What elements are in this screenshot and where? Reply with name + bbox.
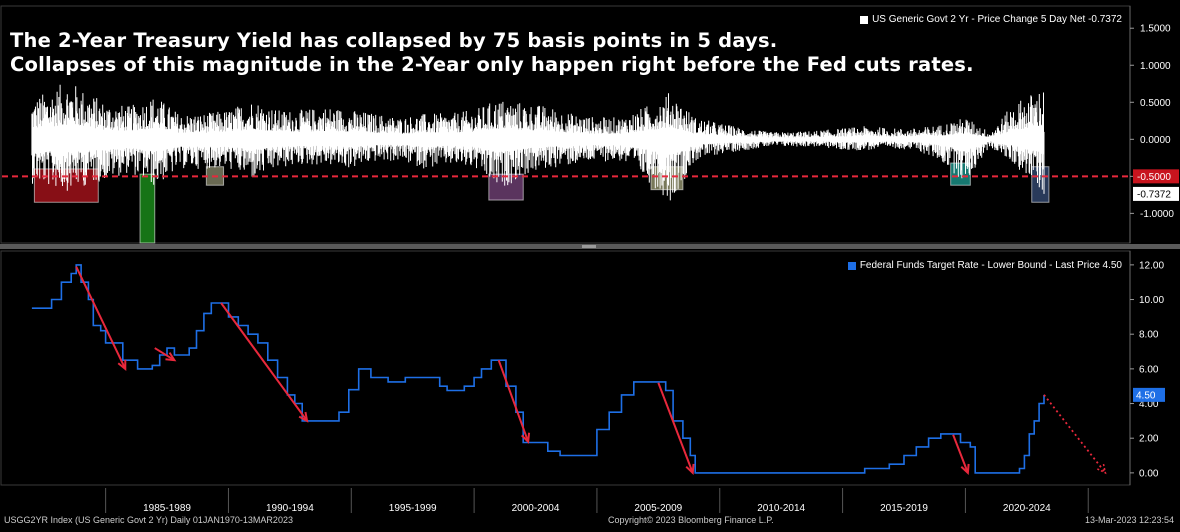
x-axis: 1985-1989 1990-1994 1995-1999 2000-2004 2005…: [105, 488, 1089, 514]
x-tick-label-6: 2015-2019: [880, 503, 928, 514]
footer-right: 13-Mar-2023 12:23:54: [1084, 515, 1174, 525]
cut-arrow-2: [220, 302, 308, 422]
x-tick-label-0: 1985-1989: [143, 503, 191, 514]
x-tick-label-3: 2000-2004: [512, 503, 560, 514]
top-legend: US Generic Govt 2 Yr - Price Change 5 Da…: [860, 14, 1122, 25]
threshold-label: -0.5000: [1137, 172, 1171, 183]
bottom-last-value-label: 4.50: [1136, 390, 1156, 401]
bottom-y-tick-label-5: 2.00: [1139, 434, 1159, 445]
cut-arrow-head-5: [960, 463, 970, 476]
x-tick-label-5: 2010-2014: [757, 503, 805, 514]
x-tick-label-1: 1990-1994: [266, 503, 314, 514]
cut-arrow-0: [75, 266, 127, 370]
panel-divider-grip: [582, 245, 596, 248]
cut-arrow-head-1: [165, 352, 177, 362]
series-fed-funds-lower-bound: [31, 264, 1045, 474]
cut-arrow-6: [1043, 394, 1107, 474]
x-tick-label-7: 2020-2024: [1003, 503, 1051, 514]
top-y-tick-label-3: 0.0000: [1140, 135, 1171, 146]
top-legend-swatch: [860, 15, 869, 24]
footer-left: USGG2YR Index (US Generic Govt 2 Yr) Dai…: [4, 515, 293, 525]
bottom-y-tick-label-0: 12.00: [1139, 260, 1164, 271]
top-legend-label: US Generic Govt 2 Yr - Price Change 5 Da…: [872, 14, 1122, 25]
cut-arrow-head-0: [117, 359, 127, 371]
bottom-panel-fed-funds: 12.00 10.00 8.00 6.00 4.00 2.00 0.00 4.50: [0, 250, 1165, 486]
bottom-y-tick-label-6: 0.00: [1139, 468, 1159, 479]
top-y-tick-label-0: 1.5000: [1140, 24, 1171, 35]
footer-center: Copyright© 2023 Bloomberg Finance L.P.: [608, 515, 774, 525]
bottom-legend-label: Federal Funds Target Rate - Lower Bound …: [859, 260, 1122, 271]
bottom-y-tick-label-2: 8.00: [1139, 330, 1159, 341]
headline-line-2: Collapses of this magnitude in the 2-Yea…: [10, 53, 974, 76]
cut-arrow-4: [657, 382, 694, 474]
bottom-y-tick-label-4: 4.00: [1139, 399, 1159, 410]
cut-arrow-head-6: [1097, 463, 1107, 475]
top-last-value-box: [1133, 186, 1179, 201]
cut-arrow-head-2: [298, 411, 309, 423]
top-y-tick-label-1: 1.0000: [1140, 61, 1171, 72]
bottom-panel-frame: [0, 250, 1131, 486]
highlight-box-1: [139, 173, 156, 244]
bottom-last-value-box: [1133, 387, 1165, 402]
cut-arrow-head-3: [521, 432, 531, 444]
cut-arrow-3: [497, 359, 530, 443]
x-tick-label-4: 2005-2009: [634, 503, 682, 514]
series-price-change-5d: [31, 84, 1045, 201]
top-last-value-label: -0.7372: [1137, 189, 1171, 200]
x-tick-label-2: 1995-1999: [389, 503, 437, 514]
threshold-label-box: [1133, 169, 1179, 184]
top-y-tick-label-2: 0.5000: [1140, 98, 1171, 109]
top-y-tick-label-5: -1.0000: [1140, 209, 1174, 220]
cut-arrow-5: [952, 434, 969, 474]
bottom-legend: Federal Funds Target Rate - Lower Bound …: [847, 260, 1122, 271]
top-panel-price-change: 1.5000 1.0000 0.5000 0.0000 -1.0000 -0.5000 -0…: [0, 5, 1180, 249]
bottom-y-tick-label-3: 6.00: [1139, 364, 1159, 375]
cut-arrow-1: [154, 347, 175, 362]
bottom-legend-swatch: [847, 261, 856, 270]
headline-line-1: The 2-Year Treasury Yield has collapsed …: [10, 29, 778, 52]
bottom-y-tick-label-1: 10.00: [1139, 295, 1164, 306]
cut-arrow-head-4: [685, 463, 695, 476]
